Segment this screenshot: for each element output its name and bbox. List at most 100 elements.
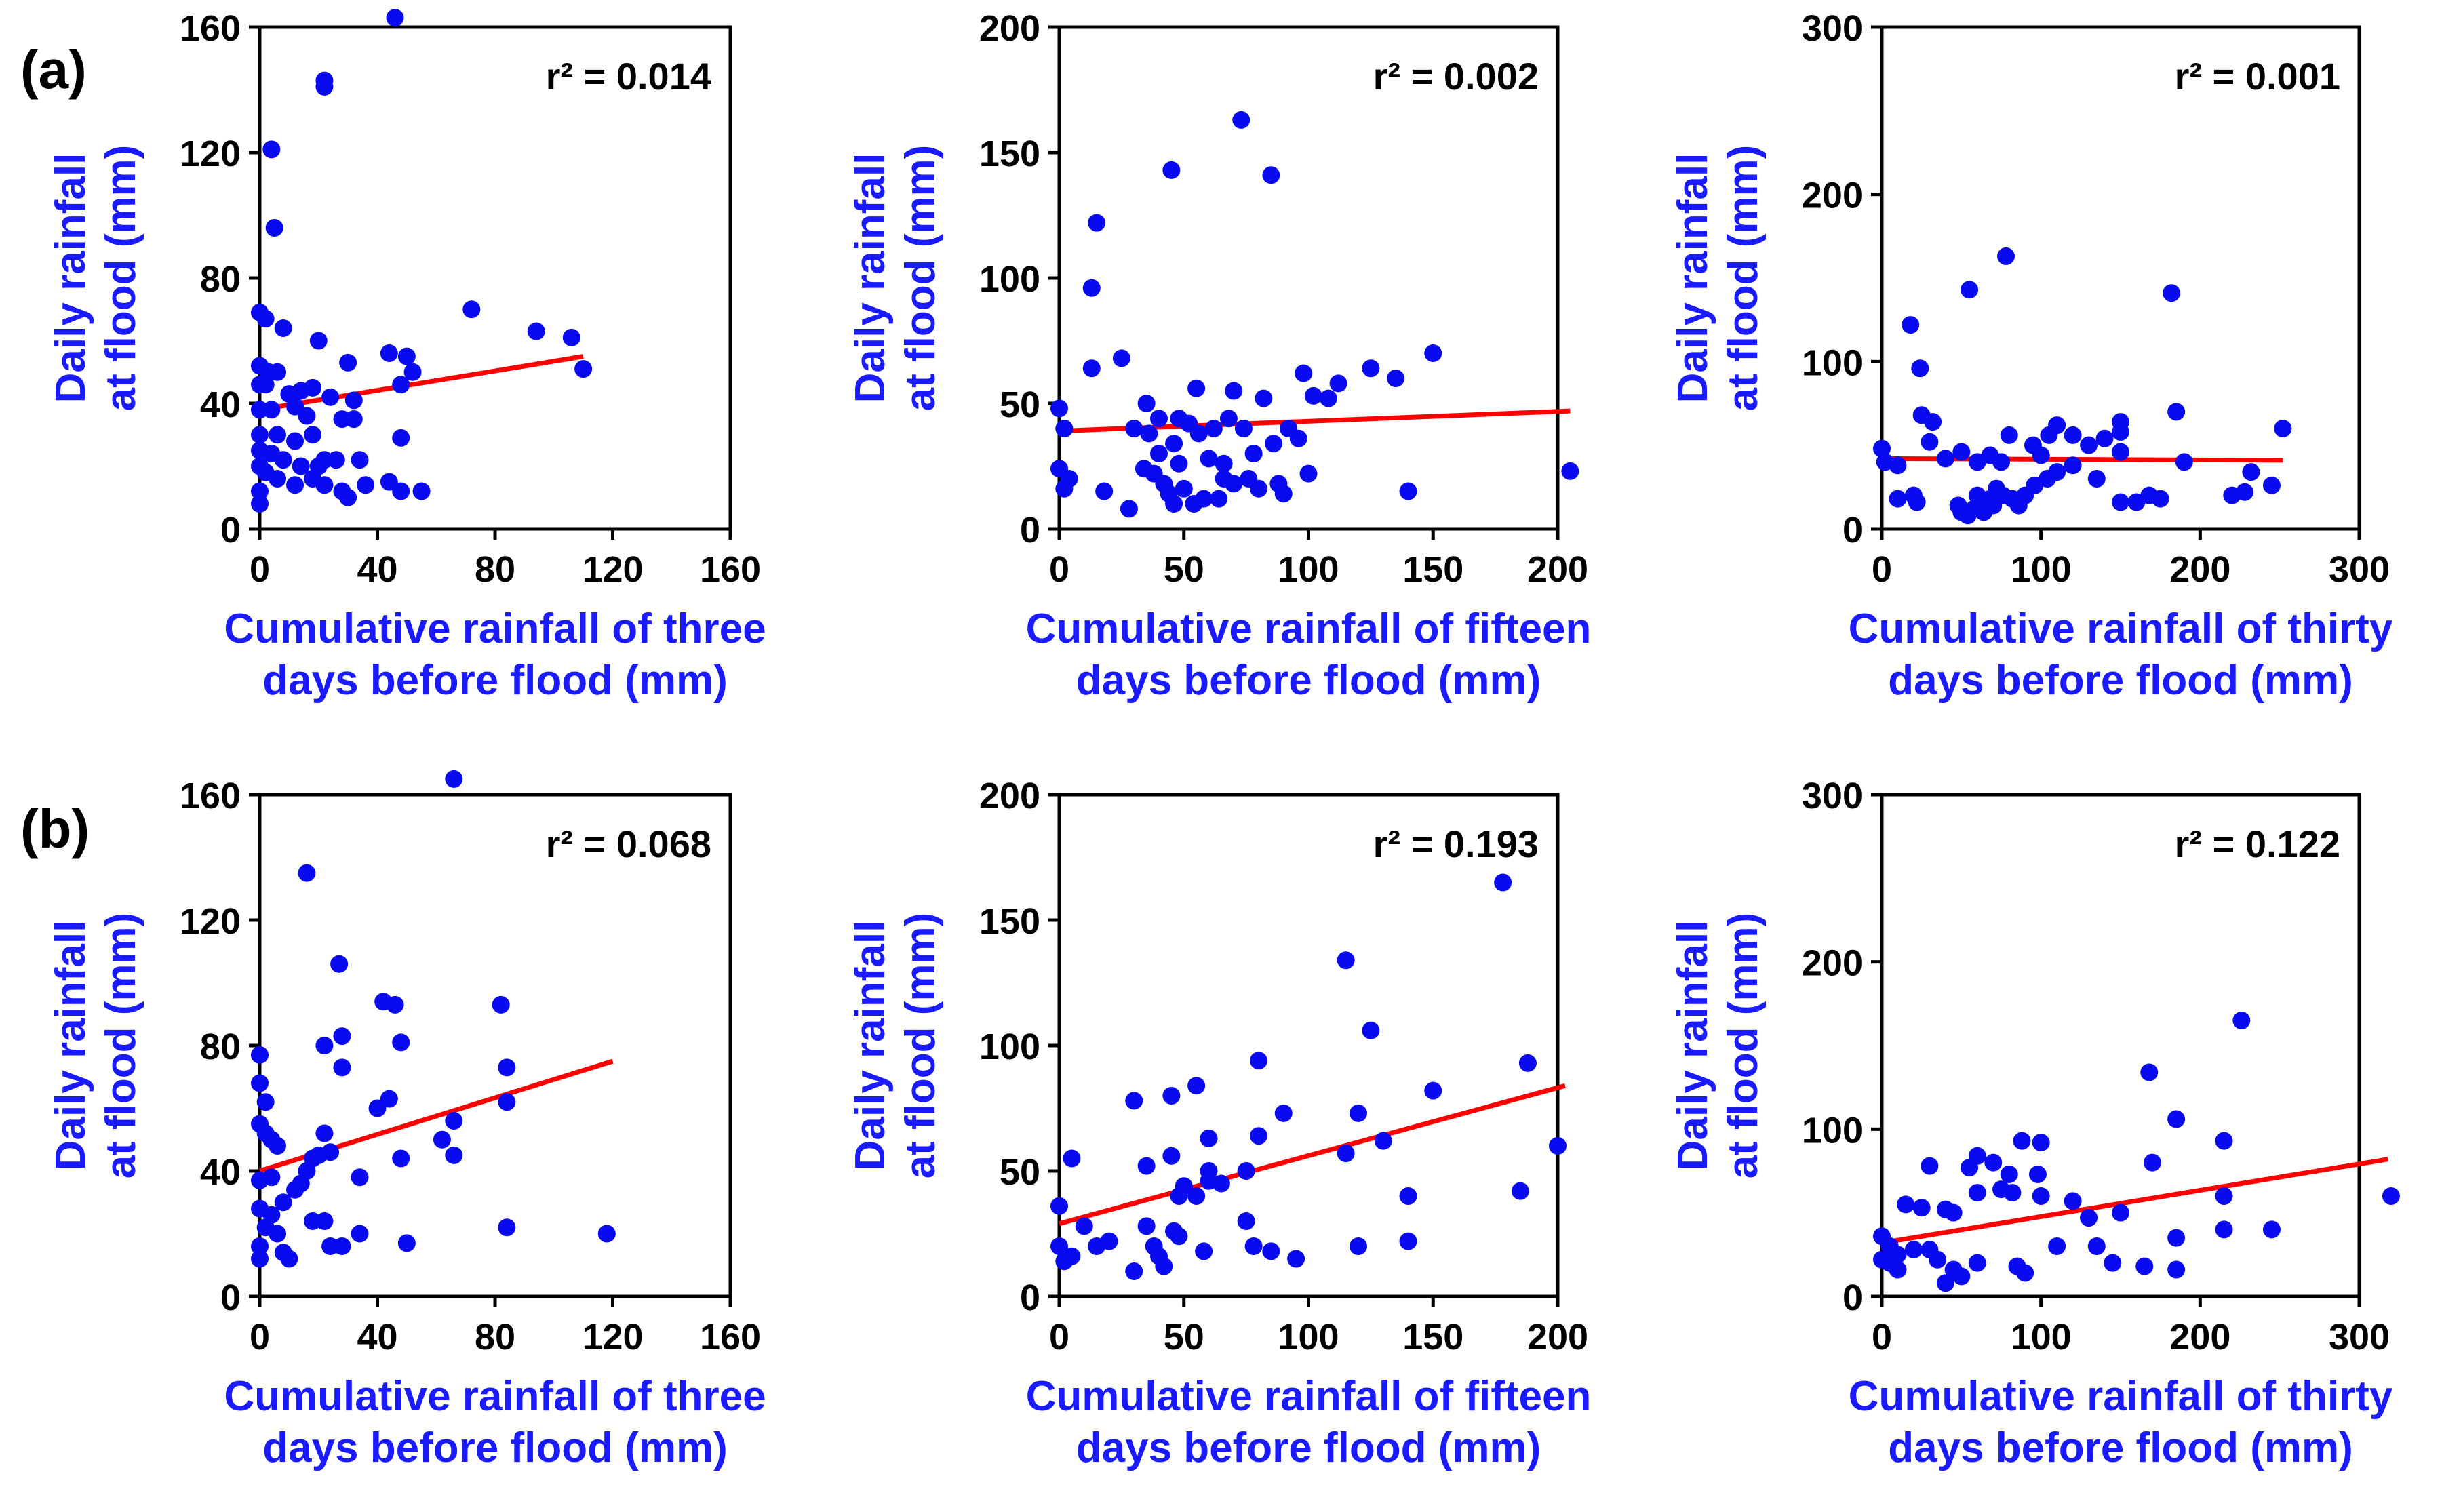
data-point [2236,483,2254,501]
data-point [2048,463,2066,481]
data-point [498,1058,516,1077]
data-point [1210,490,1228,508]
x-axis-label-line: days before flood (mm) [262,1425,728,1471]
data-point [1170,1227,1188,1246]
data-point [269,1137,287,1155]
data-point [1250,479,1267,498]
data-point [1137,1157,1156,1175]
data-point [1362,359,1380,378]
y-tick-label: 0 [220,510,241,551]
data-point [1873,439,1891,458]
data-point [1424,1081,1442,1100]
data-point [462,300,481,319]
x-axis-label-line: Cumulative rainfall of three [224,1373,766,1420]
data-point [344,391,363,410]
data-point [1968,1254,1986,1272]
r2-annotation: r² = 0.068 [546,822,711,865]
data-point [251,1046,269,1064]
data-point [1921,433,1939,451]
y-tick-label: 160 [180,776,241,816]
y-tick-label: 200 [979,8,1040,49]
data-point [256,1093,275,1111]
data-point [1200,450,1218,468]
x-tick-label: 120 [582,549,643,590]
x-tick-label: 0 [1872,1317,1892,1357]
data-point [597,1225,616,1243]
data-point [368,1099,387,1117]
data-point [1125,1092,1143,1110]
data-point [269,1225,287,1243]
data-point [2048,1237,2066,1255]
data-point [1225,382,1243,400]
data-point [1170,1187,1188,1205]
data-point [274,319,292,337]
data-point [1187,379,1206,397]
data-point [351,1225,369,1243]
data-point [1889,490,1907,508]
data-point [274,1193,292,1212]
data-point [1873,1250,1891,1269]
data-point [1187,1187,1206,1205]
data-point [392,429,410,447]
row-label-b: (b) [20,799,90,859]
r2-annotation: r² = 0.001 [2175,55,2340,98]
data-point [574,360,593,378]
data-point [1112,349,1130,367]
x-tick-label: 200 [1527,549,1588,590]
data-point [1889,1260,1907,1279]
data-point [251,426,269,444]
data-point [392,376,410,394]
x-tick-label: 120 [582,1317,643,1357]
data-point [562,328,580,346]
x-tick-label: 200 [2169,1317,2230,1357]
x-tick-label: 80 [475,549,515,590]
data-point [1350,1237,1367,1255]
data-point [1929,1250,1947,1269]
x-tick-label: 150 [1402,549,1463,590]
data-point [1274,1104,1293,1122]
data-point [1968,1184,1986,1202]
data-point [1215,454,1233,473]
data-point [1952,443,1971,461]
data-point [1120,500,1138,518]
data-point [2215,1220,2233,1239]
data-point [445,770,463,788]
data-point [2175,453,2193,471]
y-tick-label: 200 [1802,943,1863,984]
data-point [1265,435,1283,453]
data-point [1399,1187,1417,1205]
y-axis-label-line: at flood (mm) [98,145,144,412]
y-tick-label: 0 [1020,510,1040,551]
data-point [292,457,310,475]
data-point [1244,445,1263,462]
data-point [1494,873,1512,892]
data-point [1902,316,1920,334]
data-point [1137,395,1156,412]
data-point [1289,429,1307,447]
plot-frame [1057,793,1560,1298]
data-point [1175,479,1193,498]
x-tick-label: 160 [700,1317,761,1357]
data-point [2032,446,2050,464]
data-point [1212,1174,1230,1193]
data-point [2032,1134,2050,1152]
data-point [1518,1054,1537,1072]
x-axis-label-line: days before flood (mm) [262,657,728,704]
data-point [2262,1220,2281,1239]
data-point [2080,1209,2098,1227]
data-point [344,410,363,429]
data-point [2112,413,2129,431]
y-tick-label: 300 [1802,8,1863,49]
data-point [1125,420,1143,437]
data-point [2080,436,2098,454]
data-point [2032,1187,2050,1205]
data-point [315,1212,334,1230]
data-point [1911,359,1929,378]
data-point [265,219,283,237]
data-point [1170,454,1188,473]
data-point [492,995,510,1014]
data-point [1255,389,1273,407]
row-label-a: (a) [20,39,87,100]
data-point [251,495,269,513]
data-point [1234,420,1253,437]
